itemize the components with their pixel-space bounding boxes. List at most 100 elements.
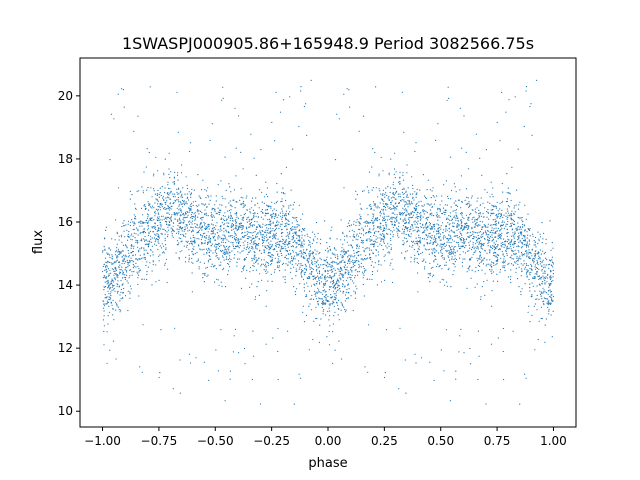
data-point	[427, 203, 430, 205]
data-point	[289, 96, 291, 98]
data-point	[109, 297, 111, 299]
data-point	[209, 240, 211, 242]
data-point	[383, 218, 385, 220]
data-point	[381, 238, 383, 240]
data-point	[455, 217, 457, 219]
data-point	[402, 219, 404, 221]
data-point	[259, 273, 261, 275]
data-point	[146, 243, 148, 245]
data-point	[274, 140, 276, 142]
data-point	[262, 218, 264, 220]
data-point	[308, 276, 310, 278]
data-point	[329, 248, 331, 250]
data-point	[192, 236, 194, 239]
data-point	[211, 263, 213, 265]
data-point	[133, 221, 135, 223]
data-point	[219, 209, 221, 211]
data-point	[140, 258, 142, 260]
data-point	[191, 257, 193, 260]
data-point	[339, 287, 341, 290]
data-point	[474, 219, 476, 221]
data-point	[339, 270, 341, 273]
data-point	[212, 233, 214, 235]
data-point	[389, 252, 391, 254]
data-point	[532, 260, 534, 262]
data-point	[336, 301, 338, 304]
data-point	[191, 244, 193, 246]
data-point	[455, 209, 458, 211]
data-point	[499, 217, 501, 219]
data-point	[152, 261, 154, 263]
data-point	[350, 244, 352, 246]
data-point	[202, 203, 204, 205]
data-point	[278, 227, 280, 230]
data-point	[280, 173, 282, 175]
data-point	[393, 187, 395, 189]
data-point	[439, 281, 441, 283]
data-point	[370, 258, 372, 260]
data-point	[164, 201, 166, 204]
data-point	[389, 218, 391, 220]
data-point	[433, 225, 435, 227]
data-point	[302, 251, 305, 253]
data-point	[105, 278, 107, 280]
data-point	[397, 230, 399, 232]
data-point	[113, 274, 115, 276]
data-point	[240, 226, 242, 228]
data-point	[148, 231, 150, 233]
data-point	[356, 247, 358, 249]
data-point	[552, 261, 554, 264]
data-point	[320, 318, 322, 320]
data-point	[385, 245, 387, 247]
data-point	[335, 283, 337, 285]
data-point	[242, 202, 245, 204]
data-point	[322, 290, 324, 292]
data-point	[348, 254, 350, 256]
data-point	[249, 271, 251, 273]
data-point	[178, 188, 180, 190]
data-point	[365, 258, 367, 260]
data-point	[551, 298, 553, 301]
data-point	[403, 212, 405, 214]
data-point	[348, 271, 350, 273]
data-point	[172, 193, 174, 195]
data-point	[260, 216, 263, 218]
data-point	[232, 245, 235, 248]
data-point	[525, 86, 528, 88]
data-point	[329, 275, 331, 277]
data-point	[222, 241, 225, 243]
data-point	[487, 245, 489, 247]
data-point	[254, 254, 256, 256]
data-point	[213, 245, 216, 247]
data-point	[146, 252, 148, 254]
data-point	[109, 299, 111, 301]
data-point	[404, 258, 406, 260]
data-point	[357, 274, 359, 276]
data-point	[120, 279, 122, 282]
data-point	[255, 197, 257, 199]
data-point	[281, 218, 283, 220]
data-point	[453, 240, 455, 242]
data-point	[364, 221, 366, 223]
data-point	[405, 210, 407, 212]
data-point	[502, 265, 504, 267]
data-point	[341, 256, 343, 258]
data-point	[412, 244, 414, 246]
data-point	[190, 203, 192, 205]
data-point	[540, 295, 542, 297]
data-point	[229, 245, 231, 248]
data-point	[116, 285, 118, 287]
data-point	[531, 295, 533, 297]
data-point	[472, 244, 474, 246]
data-point	[326, 299, 328, 302]
data-point	[217, 247, 219, 249]
data-point	[492, 187, 494, 189]
data-point	[378, 263, 380, 266]
data-point	[391, 281, 394, 284]
data-point	[444, 209, 446, 211]
data-point	[229, 200, 231, 202]
data-point	[178, 222, 180, 225]
data-point	[355, 221, 357, 223]
data-point	[368, 238, 370, 240]
data-point	[449, 246, 451, 248]
